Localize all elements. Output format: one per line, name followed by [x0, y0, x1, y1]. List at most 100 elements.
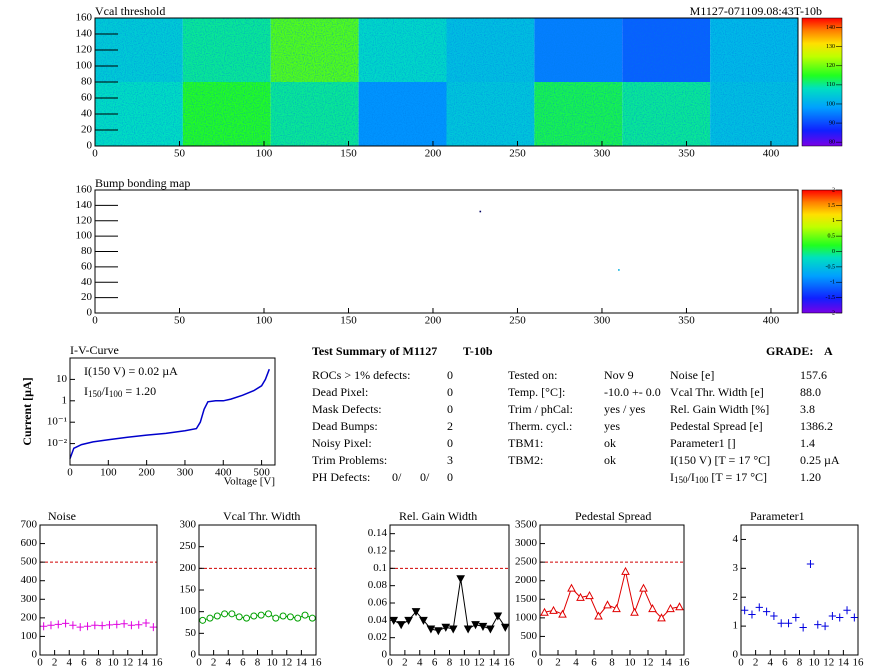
- marker: [264, 610, 272, 618]
- colorbar-tick-label: 0: [832, 249, 835, 255]
- marker: [456, 575, 465, 584]
- marker: [91, 621, 99, 630]
- chart-title: Bump bonding map: [95, 176, 190, 190]
- marker: [411, 608, 421, 617]
- y-tick-label: 3: [733, 562, 739, 574]
- marker: [98, 621, 106, 630]
- y-tick-label: 10⁻¹: [47, 416, 67, 428]
- x-tick-label: 0: [67, 467, 73, 479]
- x-tick-label: 16: [152, 657, 164, 669]
- marker: [250, 612, 258, 620]
- y-tick-label: 200: [21, 611, 38, 623]
- x-tick-label: 200: [425, 148, 442, 160]
- colorbar-tick-label: 140: [826, 25, 835, 31]
- ph-defect-value: 0/: [392, 470, 402, 484]
- x-tick-label: 10: [459, 657, 471, 669]
- x-tick-label: 0: [537, 657, 543, 669]
- y-tick-label: 100: [76, 230, 93, 242]
- x-tick-label: 2: [52, 657, 58, 669]
- x-tick-label: 10: [267, 657, 279, 669]
- marker: [301, 611, 309, 619]
- marker: [105, 620, 114, 629]
- summary-label: Trim / phCal:: [508, 402, 573, 416]
- x-tick-label: 250: [509, 315, 526, 327]
- y-tick-label: 100: [76, 60, 93, 72]
- colorbar-tick-label: 1: [832, 218, 835, 224]
- summary-label: Dead Pixel:: [312, 385, 368, 399]
- y-tick-label: 0.08: [368, 579, 388, 591]
- summary-label: Dead Bumps:: [312, 419, 378, 433]
- marker: [54, 620, 62, 629]
- x-tick-label: 0: [37, 657, 43, 669]
- summary-label: Pedestal Spread [e]: [670, 419, 763, 433]
- marker: [257, 611, 265, 619]
- chart-title: Vcal threshold: [95, 4, 165, 18]
- summary-value: 1.4: [800, 436, 815, 450]
- marker: [308, 614, 316, 622]
- y-tick-label: 200: [180, 562, 197, 574]
- y-tick-label: 0: [532, 649, 538, 661]
- summary-value: 0: [447, 368, 453, 382]
- colorbar-tick-label: 120: [826, 63, 835, 69]
- x-tick-label: 300: [177, 467, 194, 479]
- marker: [294, 614, 302, 622]
- summary-label: Mask Defects:: [312, 402, 382, 416]
- marker: [500, 623, 510, 632]
- x-tick-label: 8: [609, 657, 615, 669]
- y-tick-label: 20: [81, 291, 93, 303]
- x-tick-label: 2: [555, 657, 561, 669]
- chart-title: Parameter1: [750, 509, 805, 523]
- summary-value: 0: [447, 436, 453, 450]
- y-tick-label: 20: [81, 124, 93, 136]
- formula-part: 150: [674, 475, 688, 485]
- y-tick-label: 500: [521, 630, 538, 642]
- colorbar-tick-label: -2: [830, 310, 835, 316]
- y-tick-label: 40: [81, 108, 93, 120]
- marker: [448, 625, 458, 634]
- marker: [279, 612, 287, 620]
- summary-label: Rel. Gain Width [%]: [670, 402, 769, 416]
- x-tick-label: 0: [92, 148, 98, 160]
- colorbar-tick-label: 130: [826, 44, 835, 50]
- marker: [814, 620, 822, 629]
- marker: [675, 602, 684, 611]
- colorbar-tick-label: 1.5: [828, 203, 836, 209]
- marker: [221, 610, 229, 618]
- x-tick-label: 16: [311, 657, 323, 669]
- summary-value: 2: [447, 419, 453, 433]
- marker: [142, 619, 150, 628]
- x-tick-label: 400: [763, 315, 780, 327]
- y-tick-label: 700: [21, 519, 38, 531]
- colorbar-tick-label: -1: [830, 280, 835, 286]
- marker: [83, 622, 92, 631]
- marker: [755, 603, 763, 612]
- x-tick-label: 14: [137, 657, 149, 669]
- marker: [748, 610, 756, 619]
- x-tick-label: 8: [96, 657, 102, 669]
- y-tick-label: 2500: [515, 556, 538, 568]
- x-tick-label: 500: [253, 467, 270, 479]
- marker: [762, 607, 771, 616]
- marker: [235, 613, 243, 621]
- x-tick-label: 6: [81, 657, 87, 669]
- marker: [850, 613, 858, 622]
- summary-value: 3.8: [800, 402, 815, 416]
- marker: [47, 621, 55, 630]
- x-tick-label: 0: [738, 657, 744, 669]
- marker: [206, 614, 214, 622]
- marker: [657, 613, 666, 622]
- y-tick-label: 140: [76, 199, 93, 211]
- x-tick-label: 14: [661, 657, 673, 669]
- marker: [149, 623, 157, 632]
- chart-title: Pedestal Spread: [575, 509, 651, 523]
- x-tick-label: 100: [100, 467, 117, 479]
- y-tick-label: 0: [191, 649, 197, 661]
- y-tick-label: 1000: [515, 611, 538, 623]
- summary-value: yes / yes: [604, 402, 646, 416]
- summary-label: Temp. [°C]:: [508, 385, 565, 399]
- marker: [213, 612, 221, 620]
- y-tick-label: 100: [21, 630, 38, 642]
- x-tick-label: 12: [823, 657, 834, 669]
- marker: [594, 611, 603, 620]
